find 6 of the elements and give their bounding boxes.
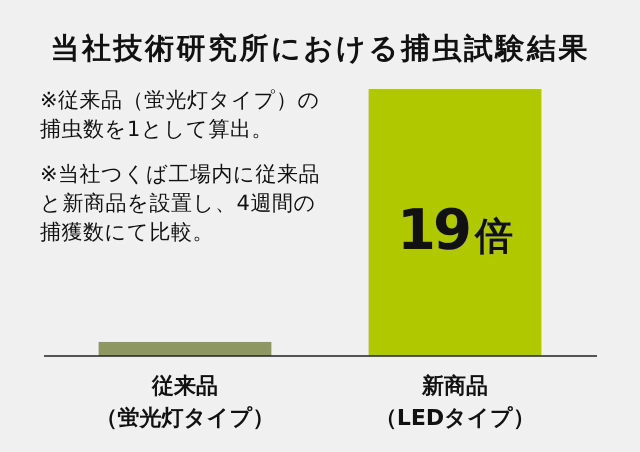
x-tick-label: 新商品（LEDタイプ） (374, 373, 536, 431)
chart-title: 当社技術研究所における捕虫試験結果 (50, 31, 590, 65)
data-label: 19倍 (397, 198, 513, 264)
x-tick-label: 従来品（蛍光灯タイプ） (96, 374, 274, 431)
annotation: ※当社つくば工場内に従来品と新商品を設置し、4週間の捕獲数にて比較。 (40, 162, 320, 244)
annotation: ※従来品（蛍光灯タイプ）の捕虫数を1として算出。 (40, 88, 320, 141)
